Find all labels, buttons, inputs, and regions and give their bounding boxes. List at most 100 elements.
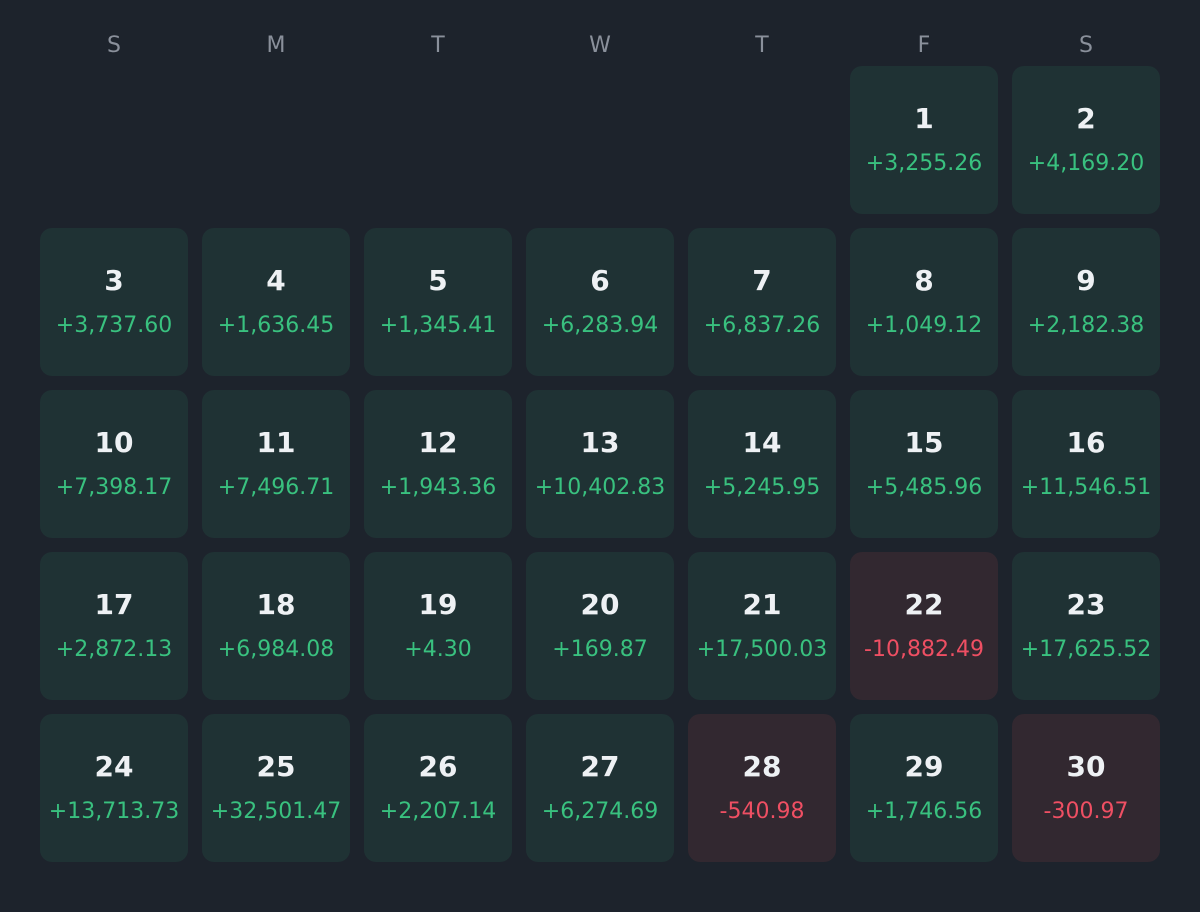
daily-pnl: +6,274.69 [541,799,659,824]
calendar-day-cell[interactable]: 23 +17,625.52 [1012,552,1160,700]
calendar-day-cell[interactable]: 6 +6,283.94 [526,228,674,376]
daily-pnl: +1,636.45 [217,313,335,338]
day-number: 1 [914,102,934,135]
calendar-empty-cell [688,66,836,214]
weekday-label-saturday: S [1079,33,1093,58]
daily-pnl: +6,837.26 [703,313,821,338]
day-number: 19 [418,588,458,621]
calendar-day-cell[interactable]: 2 +4,169.20 [1012,66,1160,214]
daily-pnl: +2,207.14 [379,799,497,824]
calendar-day-cell[interactable]: 5 +1,345.41 [364,228,512,376]
calendar-day-cell[interactable]: 1 +3,255.26 [850,66,998,214]
calendar-empty-cell [526,66,674,214]
calendar-day-cell[interactable]: 18 +6,984.08 [202,552,350,700]
weekday-label-thursday: T [755,33,769,58]
calendar-empty-cell [40,66,188,214]
day-number: 2 [1076,102,1096,135]
day-number: 22 [904,588,944,621]
day-number: 18 [256,588,296,621]
day-number: 6 [590,264,610,297]
daily-pnl: +17,625.52 [1020,637,1152,662]
day-number: 24 [94,750,134,783]
calendar-day-cell[interactable]: 13 +10,402.83 [526,390,674,538]
calendar-day-cell[interactable]: 15 +5,485.96 [850,390,998,538]
daily-pnl: +6,283.94 [541,313,659,338]
calendar-empty-cell [202,66,350,214]
calendar-day-cell[interactable]: 9 +2,182.38 [1012,228,1160,376]
daily-pnl: +32,501.47 [210,799,342,824]
day-number: 25 [256,750,296,783]
daily-pnl: -540.98 [719,799,805,824]
day-number: 12 [418,426,458,459]
daily-pnl: +13,713.73 [48,799,180,824]
daily-pnl: +7,398.17 [55,475,173,500]
daily-pnl: +5,485.96 [865,475,983,500]
calendar-day-cell[interactable]: 20 +169.87 [526,552,674,700]
calendar-day-cell[interactable]: 3 +3,737.60 [40,228,188,376]
day-number: 5 [428,264,448,297]
day-number: 20 [580,588,620,621]
daily-pnl: +3,255.26 [865,151,983,176]
calendar-day-cell[interactable]: 19 +4.30 [364,552,512,700]
calendar-day-cell[interactable]: 26 +2,207.14 [364,714,512,862]
calendar-day-cell[interactable]: 21 +17,500.03 [688,552,836,700]
daily-pnl: +169.87 [552,637,648,662]
daily-pnl: +1,345.41 [379,313,497,338]
day-number: 21 [742,588,782,621]
daily-pnl: +1,049.12 [865,313,983,338]
daily-pnl: +2,872.13 [55,637,173,662]
day-number: 17 [94,588,134,621]
day-number: 10 [94,426,134,459]
day-number: 8 [914,264,934,297]
daily-pnl: +4,169.20 [1027,151,1145,176]
calendar-day-cell[interactable]: 10 +7,398.17 [40,390,188,538]
calendar-day-cell[interactable]: 8 +1,049.12 [850,228,998,376]
day-number: 28 [742,750,782,783]
daily-pnl: +1,943.36 [379,475,497,500]
weekday-header: S M T W T F S [40,28,1160,64]
calendar-day-cell[interactable]: 27 +6,274.69 [526,714,674,862]
calendar-day-cell[interactable]: 4 +1,636.45 [202,228,350,376]
daily-pnl: +10,402.83 [534,475,666,500]
calendar-day-cell[interactable]: 17 +2,872.13 [40,552,188,700]
weekday-label-friday: F [917,33,931,58]
daily-pnl: +5,245.95 [703,475,821,500]
calendar-day-cell[interactable]: 30 -300.97 [1012,714,1160,862]
day-number: 13 [580,426,620,459]
day-number: 26 [418,750,458,783]
weekday-label-wednesday: W [589,33,611,58]
day-number: 9 [1076,264,1096,297]
day-number: 14 [742,426,782,459]
daily-pnl: +7,496.71 [217,475,335,500]
calendar-day-cell[interactable]: 28 -540.98 [688,714,836,862]
daily-pnl: +3,737.60 [55,313,173,338]
day-number: 7 [752,264,772,297]
calendar-day-cell[interactable]: 25 +32,501.47 [202,714,350,862]
weekday-label-sunday: S [107,33,121,58]
daily-pnl: -300.97 [1043,799,1129,824]
day-number: 27 [580,750,620,783]
weekday-label-tuesday: T [431,33,445,58]
day-number: 16 [1066,426,1106,459]
calendar-day-cell[interactable]: 12 +1,943.36 [364,390,512,538]
day-number: 3 [104,264,124,297]
daily-pnl: +4.30 [404,637,472,662]
weekday-label-monday: M [266,33,286,58]
pnl-calendar-grid: 1 +3,255.26 2 +4,169.20 3 +3,737.60 4 +1,636… [40,66,1160,862]
calendar-day-cell[interactable]: 11 +7,496.71 [202,390,350,538]
daily-pnl: +11,546.51 [1020,475,1152,500]
calendar-day-cell[interactable]: 29 +1,746.56 [850,714,998,862]
day-number: 30 [1066,750,1106,783]
day-number: 4 [266,264,286,297]
daily-pnl: +6,984.08 [217,637,335,662]
calendar-day-cell[interactable]: 24 +13,713.73 [40,714,188,862]
day-number: 29 [904,750,944,783]
calendar-day-cell[interactable]: 22 -10,882.49 [850,552,998,700]
day-number: 11 [256,426,296,459]
daily-pnl: -10,882.49 [864,637,984,662]
calendar-day-cell[interactable]: 14 +5,245.95 [688,390,836,538]
day-number: 15 [904,426,944,459]
calendar-day-cell[interactable]: 16 +11,546.51 [1012,390,1160,538]
calendar-day-cell[interactable]: 7 +6,837.26 [688,228,836,376]
daily-pnl: +1,746.56 [865,799,983,824]
